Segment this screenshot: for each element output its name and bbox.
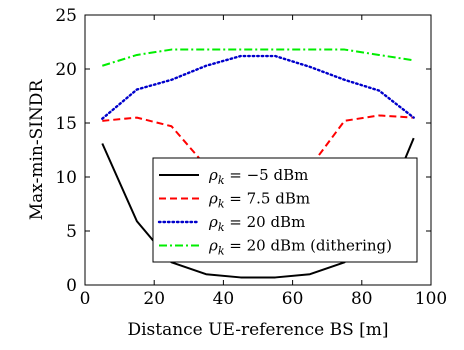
legend-symbol: ρ [208, 190, 218, 208]
x-tick-label: 0 [80, 289, 91, 309]
y-tick-label: 5 [66, 222, 77, 242]
x-tick-label: 40 [213, 289, 235, 309]
series-line-4 [102, 48, 414, 67]
y-tick-label: 0 [66, 276, 77, 296]
x-tick-label: 100 [415, 289, 447, 309]
legend-label-4: ρk = 20 dBm (dithering) [208, 237, 392, 258]
legend-symbol: ρ [208, 237, 218, 255]
legend-label-1: ρk = −5 dBm [208, 166, 308, 187]
x-axis: 0 20 40 60 80 100 [80, 15, 447, 309]
series-line-3 [101, 54, 415, 120]
legend-label-3: ρk = 20 dBm [208, 213, 305, 234]
legend-subscript: k [218, 198, 225, 211]
legend-value: = −5 dBm [225, 166, 309, 184]
y-tick-label: 20 [55, 60, 77, 80]
legend-symbol: ρ [208, 213, 218, 231]
x-tick-label: 80 [351, 289, 373, 309]
y-tick-label: 25 [55, 6, 77, 26]
legend-symbol: ρ [208, 166, 218, 184]
plot-frame [84, 14, 432, 286]
y-tick-label: 15 [55, 114, 77, 134]
x-axis-title: Distance UE-reference BS [m] [127, 320, 388, 340]
legend-subscript: k [218, 221, 225, 234]
y-axis-title: Max-min-SINDR [27, 79, 47, 221]
x-tick-label: 20 [143, 289, 165, 309]
legend-subscript: k [218, 174, 225, 187]
y-axis: 0 5 10 15 20 25 [55, 6, 431, 296]
y-tick-label: 10 [55, 168, 77, 188]
legend-value: = 20 dBm [225, 213, 306, 231]
legend-subscript: k [218, 245, 225, 258]
legend-label-2: ρk = 7.5 dBm [208, 190, 310, 211]
legend-value: = 20 dBm (dithering) [225, 237, 392, 255]
x-tick-label: 60 [282, 289, 304, 309]
legend-value: = 7.5 dBm [225, 190, 311, 208]
